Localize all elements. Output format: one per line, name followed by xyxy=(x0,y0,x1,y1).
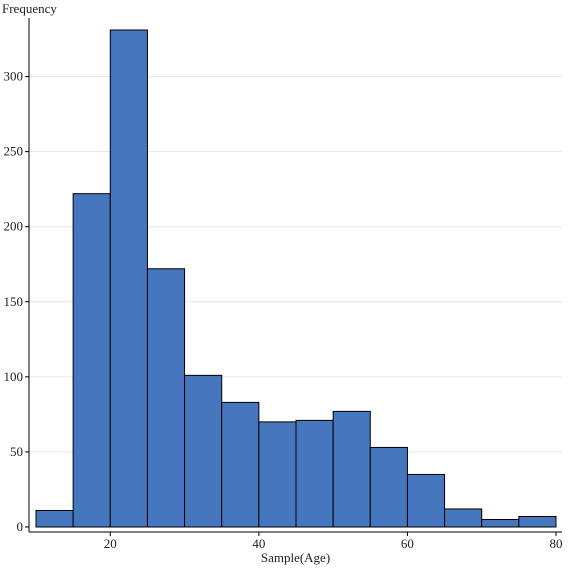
bar-20-25 xyxy=(109,29,148,528)
bar-55-60 xyxy=(369,446,408,528)
x-axis-title: Sample(Age) xyxy=(261,550,330,565)
y-tick-label-150: 150 xyxy=(4,294,24,309)
y-axis-ticks: 0 50 100 150 200 250 300 xyxy=(4,69,29,534)
y-tick-label-250: 250 xyxy=(4,144,24,159)
bar-30-35 xyxy=(184,374,223,528)
y-axis-title: Frequency xyxy=(2,1,57,16)
bar-35-40 xyxy=(221,401,260,528)
histogram-bars xyxy=(35,29,557,528)
y-tick-label-50: 50 xyxy=(10,444,23,459)
x-tick-label-40: 40 xyxy=(252,536,265,551)
bar-70-75 xyxy=(481,518,520,528)
x-tick-label-60: 60 xyxy=(401,536,414,551)
x-axis-ticks: 20 40 60 80 xyxy=(104,532,563,551)
x-tick-label-20: 20 xyxy=(104,536,117,551)
bar-60-65 xyxy=(406,473,446,528)
bar-75-80 xyxy=(518,515,557,528)
y-tick-label-0: 0 xyxy=(17,519,24,534)
bar-25-30 xyxy=(146,268,186,528)
y-tick-label-100: 100 xyxy=(4,369,24,384)
bar-50-55 xyxy=(332,410,371,528)
bar-15-20 xyxy=(72,193,111,528)
bar-65-70 xyxy=(444,508,483,528)
x-tick-label-80: 80 xyxy=(550,536,563,551)
bar-40-45 xyxy=(258,421,297,528)
y-tick-label-300: 300 xyxy=(4,69,24,84)
bar-45-50 xyxy=(295,419,334,528)
bar-10-15 xyxy=(35,509,74,528)
y-tick-label-200: 200 xyxy=(4,219,24,234)
